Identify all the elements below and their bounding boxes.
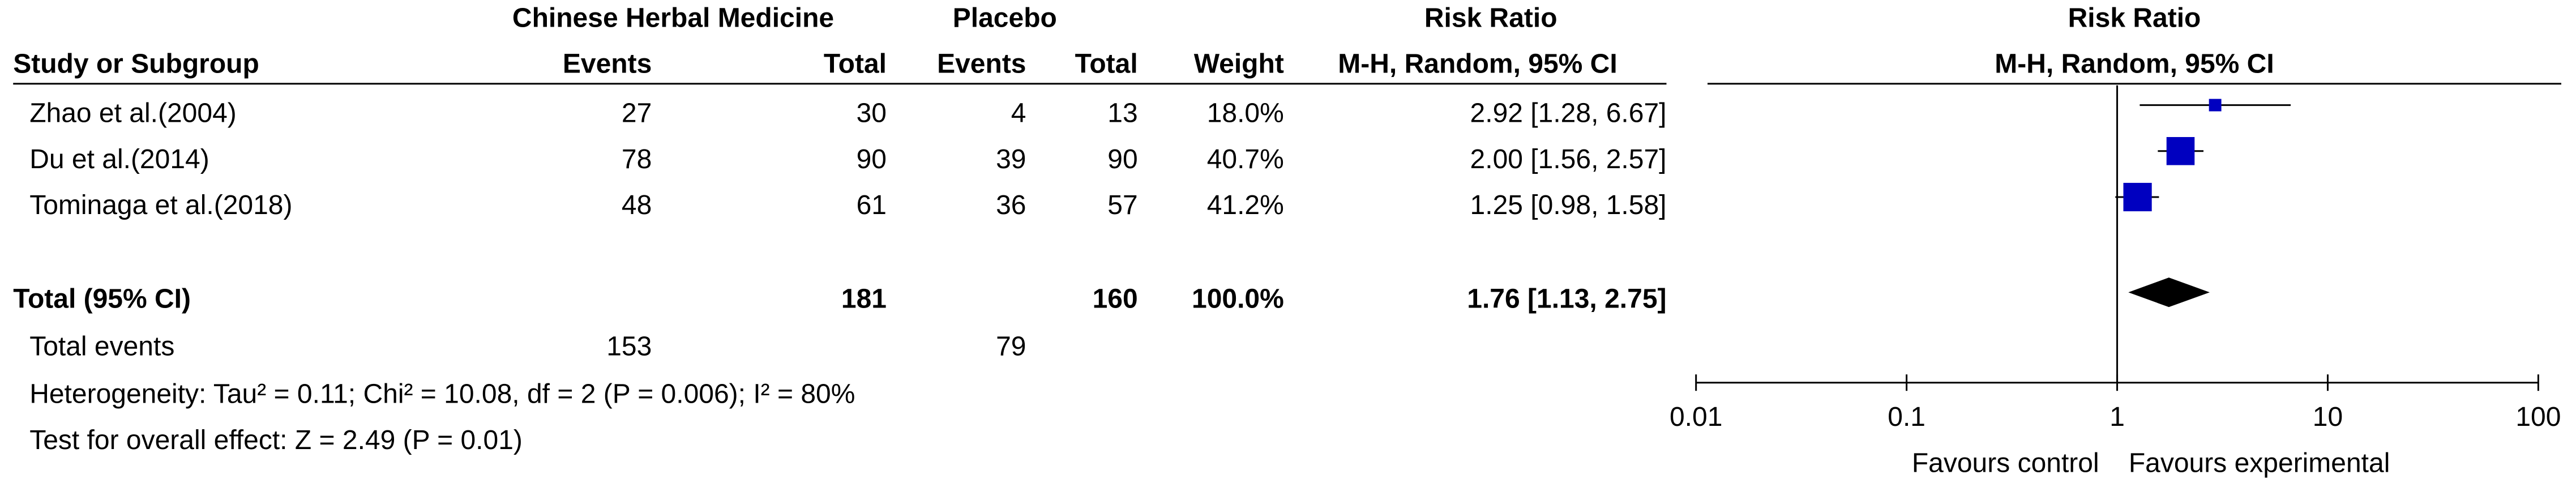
total-header: Total [824,49,887,79]
x-tick-label: 100 [2515,402,2561,432]
events-header: Events [563,49,652,79]
ci: 2.00 [1.56, 2.57] [1470,144,1667,174]
study-name: Du et al.(2014) [29,144,209,174]
weight: 41.2% [1207,190,1284,220]
ci: 1.76 [1.13, 2.75] [1467,284,1666,314]
study-square [2123,182,2152,212]
weight: 18.0% [1207,99,1284,129]
x-tick-label: 1 [2109,402,2125,432]
events-label: Total events [29,331,174,361]
events: 78 [622,144,652,174]
overall-effect: Test for overall effect: Z = 2.49 (P = 0… [29,425,523,455]
total: 90 [857,144,887,174]
study-square [2209,99,2222,112]
study-square [2166,137,2195,165]
group2-header: Placebo [953,3,1057,33]
events: 39 [996,144,1026,174]
ci: 2.92 [1.28, 6.67] [1470,99,1667,129]
total: 57 [1107,190,1137,220]
weight: 100.0% [1192,284,1284,314]
study-name: Zhao et al.(2004) [29,99,237,129]
weight: 40.7% [1207,144,1284,174]
total: 13 [1107,99,1137,129]
total: 61 [857,190,887,220]
plot-title: Risk Ratio [2068,3,2201,33]
total: 30 [857,99,887,129]
x-tick-label: 0.01 [1670,402,1722,432]
total: 90 [1107,144,1137,174]
favours-right: Favours experimental [2129,448,2390,478]
total: 181 [841,284,887,314]
events-header: Events [937,49,1026,79]
total: 160 [1093,284,1138,314]
total-name: Total (95% CI) [13,284,191,314]
heterogeneity: Heterogeneity: Tau² = 0.11; Chi² = 10.08… [29,379,855,409]
study-header: Study or Subgroup [13,49,259,79]
events: 153 [606,331,652,361]
events: 79 [996,331,1026,361]
group1-header: Chinese Herbal Medicine [512,3,834,33]
x-tick-label: 0.1 [1888,402,1925,432]
effect-header: Risk Ratio [1424,3,1557,33]
method-header: M-H, Random, 95% CI [1338,49,1617,79]
summary-diamond [2128,277,2210,307]
ci: 1.25 [0.98, 1.58] [1470,190,1667,220]
events: 27 [622,99,652,129]
x-tick-label: 10 [2313,402,2343,432]
favours-left: Favours control [1912,448,2099,478]
study-name: Tominaga et al.(2018) [29,190,292,220]
events: 4 [1011,99,1026,129]
events: 48 [622,190,652,220]
plot-method: M-H, Random, 95% CI [1995,49,2274,79]
total-header: Total [1075,49,1138,79]
weight-header: Weight [1194,49,1284,79]
events: 36 [996,190,1026,220]
